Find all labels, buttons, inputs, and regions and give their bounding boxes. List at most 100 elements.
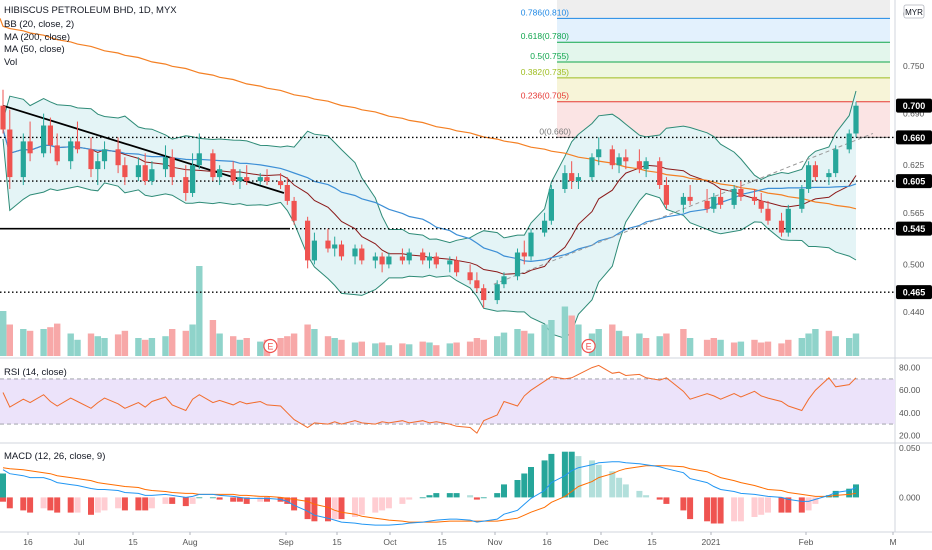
volume-bar (453, 342, 460, 356)
macd-histogram-bar (264, 497, 270, 502)
macd-histogram-bar (589, 460, 595, 498)
macd-histogram-bar (88, 497, 94, 515)
candle-body (210, 153, 216, 178)
macd-histogram-bar (812, 497, 819, 504)
volume-bar (169, 329, 176, 356)
indicator-ma200-label[interactable]: MA (200, close) (4, 32, 70, 43)
macd-histogram-bar (54, 497, 61, 513)
level-price-tag[interactable] (896, 174, 932, 189)
price-axis[interactable]: 0.4400.5000.5650.6250.6900.750020.0040.0… (896, 9, 932, 502)
macd-histogram-bar (798, 497, 805, 513)
indicator-vol-label[interactable]: Vol (4, 57, 17, 68)
volume-bar (216, 333, 223, 356)
volume-bar (521, 330, 528, 356)
macd-histogram-bar (419, 497, 426, 499)
volume-bar (494, 336, 501, 356)
candle-body (169, 157, 175, 178)
symbol-title[interactable]: HIBISCUS PETROLEUM BHD, 1D, MYX (4, 5, 177, 16)
legend: HIBISCUS PETROLEUM BHD, 1D, MYX BB (20, … (4, 5, 177, 462)
price-tag-label: 0.545 (903, 224, 926, 234)
candle-body (548, 189, 554, 221)
last-price-tag[interactable] (896, 98, 932, 113)
macd-signal-line (2, 465, 857, 523)
candle-body (616, 157, 622, 166)
time-axis-tick: 15 (332, 537, 342, 547)
level-price-tag[interactable] (896, 130, 932, 145)
macd-histogram-bar (385, 497, 392, 509)
candle-body (494, 284, 500, 301)
fib-zone (557, 62, 890, 78)
price-axis-tick: 0.690 (903, 109, 925, 119)
candle-body (623, 157, 629, 162)
macd-histogram-bar (528, 467, 534, 498)
fib-level-label: 0(0.660) (539, 126, 571, 136)
support-resistance-levels[interactable] (0, 136, 895, 293)
macd-histogram-bar (372, 497, 379, 513)
level-price-tag[interactable] (896, 285, 932, 300)
time-axis-tick: Feb (799, 537, 814, 547)
bollinger-basis (2, 129, 857, 275)
candle-body (352, 248, 358, 257)
price-axis-tick: 0.750 (903, 61, 925, 71)
macd-histogram-bar (304, 497, 311, 520)
time-axis[interactable]: 16 Jul 15 Aug Sep 15 Oct 15 Nov 16 Dec 15 2021 Feb M (23, 532, 897, 547)
macd-histogram-bar (291, 497, 298, 511)
candle-body (663, 185, 669, 205)
candle-body (338, 244, 345, 257)
price-axis-tick: 0.625 (903, 160, 925, 170)
volume-bar (764, 341, 772, 356)
macd-histogram-bar (236, 497, 243, 502)
volume-bar (47, 327, 54, 356)
candle-body (305, 220, 311, 261)
fib-zone (557, 18, 890, 43)
macd-histogram-bar (704, 497, 711, 522)
candle-body (528, 232, 534, 257)
volume-bar (236, 339, 244, 356)
candle-body (284, 185, 290, 201)
candle-body (738, 189, 744, 197)
macd-histogram-bar (162, 497, 169, 504)
macd-histogram-bar (243, 497, 250, 504)
macd-pane-label[interactable]: MACD (12, 26, close, 9) (4, 451, 105, 462)
macd-histogram-bar (595, 464, 602, 498)
indicator-bb-label[interactable]: BB (20, close, 2) (4, 19, 74, 30)
earnings-marker[interactable] (581, 338, 596, 354)
volume-bar (642, 338, 650, 356)
rsi-axis-tick: 60.00 (899, 385, 921, 395)
macd-histogram-bar (352, 497, 358, 517)
volume-bar (622, 336, 629, 356)
macd-histogram-bar (751, 497, 758, 517)
fibonacci-retracement[interactable]: 0.786(0.810) 0.618(0.780) 0.5(0.755) 0.382(… (521, 0, 890, 138)
candle-body (569, 173, 575, 181)
indicator-ma50-label[interactable]: MA (50, close) (4, 44, 65, 55)
earnings-marker[interactable] (263, 338, 278, 354)
level-price-tag[interactable] (896, 221, 932, 236)
candle-body (183, 177, 189, 193)
macd-axis-tick: 0.050 (899, 443, 921, 453)
candle-body (27, 141, 33, 154)
candle-body (704, 200, 710, 209)
volume-bar (466, 341, 474, 356)
fib-level-label: 0.5(0.755) (530, 51, 569, 61)
volume-bar (26, 330, 34, 356)
rsi-axis-tick: 40.00 (899, 408, 921, 418)
candlesticks (0, 89, 859, 309)
candle-body (244, 177, 250, 182)
fib-zone (557, 42, 890, 63)
candle-body (332, 244, 338, 249)
volume-bar (717, 339, 724, 356)
time-axis-tick: 15 (128, 537, 138, 547)
currency-badge[interactable]: MYR (903, 4, 925, 19)
trendline[interactable] (2, 104, 285, 194)
volume-bar (615, 330, 623, 356)
macd-histogram-bar (379, 497, 386, 511)
fib-level-label: 0.382(0.735) (521, 67, 569, 77)
rsi-pane-label[interactable]: RSI (14, close) (4, 367, 67, 378)
macd-histogram-bar (765, 497, 771, 513)
macd-histogram-bar (514, 480, 521, 498)
fib-zone (557, 77, 890, 102)
candle-body (325, 240, 331, 249)
volume-bar (680, 329, 687, 356)
candle-body (7, 129, 13, 178)
